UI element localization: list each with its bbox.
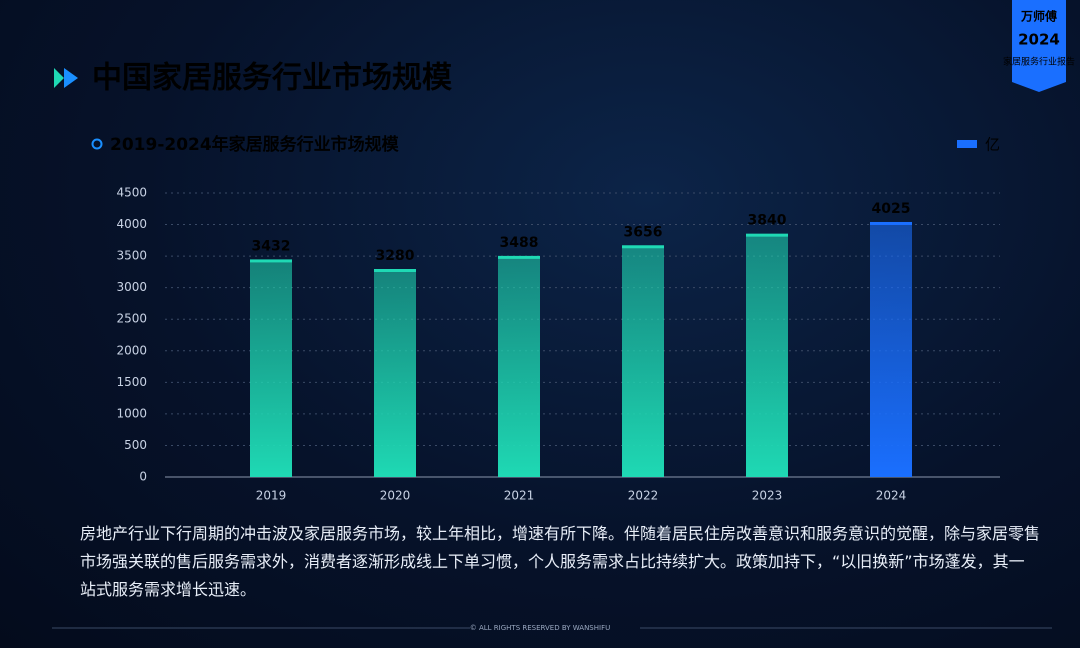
bar-cap [622,245,664,249]
value-label: 3432 [252,238,291,254]
x-tick-label: 2021 [504,489,535,503]
bar-cap [250,259,292,263]
bar [498,256,540,477]
x-tick-label: 2024 [876,489,907,503]
badge-brand: 万师傅 [1020,9,1057,24]
y-tick-label: 2500 [116,312,147,326]
x-tick-label: 2019 [256,489,287,503]
y-tick-label: 3500 [116,249,147,263]
page-title: 中国家居服务行业市场规模 [92,61,452,96]
y-tick-label: 1000 [116,406,147,420]
badge [1012,0,1066,92]
bar-cap [870,221,912,225]
x-tick-label: 2022 [628,489,659,503]
footer: © ALL RIGHTS RESERVED BY WANSHIFU [470,624,610,632]
y-tick-label: 0 [139,470,147,484]
bar-cap [746,233,788,237]
y-tick-label: 500 [124,438,147,452]
badge-year: 2024 [1018,31,1060,49]
x-tick-label: 2023 [752,489,783,503]
value-label: 3280 [376,248,415,264]
bar [622,246,664,477]
bar [746,234,788,477]
y-tick-label: 4000 [116,217,147,231]
y-tick-label: 4500 [116,186,147,200]
icon [64,68,78,88]
value-label: 3840 [748,213,787,229]
value-label: 4025 [872,201,911,217]
subtitle-dot [91,138,103,150]
bar-cap [374,268,416,272]
x-tick-label: 2020 [380,489,411,503]
badge-report: 家居服务行业报告 [1003,56,1075,68]
legend-swatch [957,140,977,148]
bar [374,269,416,477]
chart-title: 2019-2024年家居服务行业市场规模 [110,134,400,155]
icon [54,68,64,88]
bar-cap [498,255,540,259]
bar [250,260,292,477]
value-label: 3488 [500,235,539,251]
paragraph: 房地产行业下行周期的冲击波及家居服务市场，较上年相比，增速有所下降。伴随着居民住… [80,524,1041,599]
y-tick-label: 2000 [116,343,147,357]
legend-label: 亿 [985,136,1000,154]
y-tick-label: 3000 [116,280,147,294]
value-label: 3656 [624,224,663,240]
y-tick-label: 1500 [116,375,147,389]
bar [870,222,912,477]
